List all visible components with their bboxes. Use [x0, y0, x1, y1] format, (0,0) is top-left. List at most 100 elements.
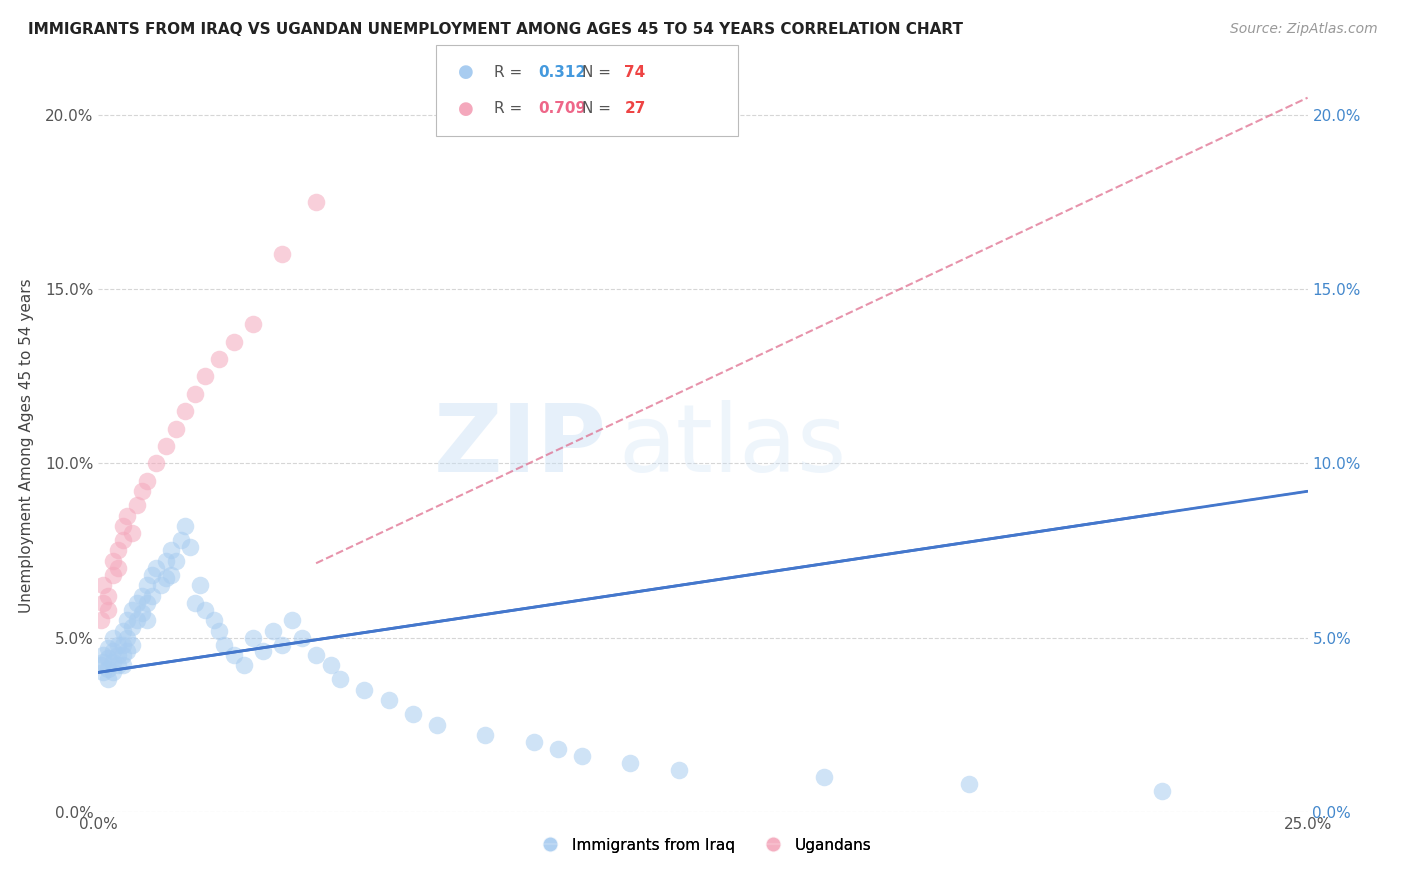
Point: [184, 386, 207, 401]
Point: [271, 247, 294, 261]
Point: [169, 533, 191, 547]
Point: [305, 648, 328, 662]
Point: [262, 624, 284, 638]
Point: [131, 484, 153, 499]
Legend: Immigrants from Iraq, Ugandans: Immigrants from Iraq, Ugandans: [529, 831, 877, 859]
Point: [160, 567, 183, 582]
Point: [101, 665, 124, 680]
Point: [107, 543, 129, 558]
Point: [145, 561, 167, 575]
Point: [145, 457, 167, 471]
Point: [111, 638, 134, 652]
Point: [111, 533, 134, 547]
Text: IMMIGRANTS FROM IRAQ VS UGANDAN UNEMPLOYMENT AMONG AGES 45 TO 54 YEARS CORRELATI: IMMIGRANTS FROM IRAQ VS UGANDAN UNEMPLOY…: [28, 22, 963, 37]
Point: [97, 651, 120, 665]
Point: [111, 658, 134, 673]
Point: [155, 554, 177, 568]
Point: [131, 606, 153, 620]
Point: [165, 421, 187, 435]
Text: 0.312: 0.312: [538, 65, 586, 79]
Point: [97, 662, 120, 676]
Text: R =: R =: [494, 102, 527, 116]
Point: [179, 540, 201, 554]
Point: [571, 749, 593, 764]
Point: [127, 613, 149, 627]
Point: [97, 603, 120, 617]
Point: [402, 707, 425, 722]
Point: [160, 543, 183, 558]
Text: ●: ●: [457, 63, 474, 81]
Point: [271, 638, 294, 652]
Point: [204, 613, 226, 627]
Point: [329, 673, 352, 687]
Point: [523, 735, 546, 749]
Point: [121, 620, 143, 634]
Point: [91, 655, 114, 669]
Point: [127, 498, 149, 512]
Point: [194, 369, 217, 384]
Point: [957, 777, 980, 791]
Point: [668, 763, 690, 777]
Point: [319, 658, 342, 673]
Point: [208, 351, 231, 366]
Point: [101, 655, 124, 669]
Text: 0.709: 0.709: [538, 102, 586, 116]
Point: [232, 658, 254, 673]
Point: [90, 658, 112, 673]
Point: [141, 589, 163, 603]
Point: [474, 728, 496, 742]
Point: [91, 578, 114, 592]
Point: [813, 770, 835, 784]
Point: [101, 567, 124, 582]
Point: [619, 756, 641, 770]
Point: [117, 644, 139, 658]
Text: 27: 27: [624, 102, 645, 116]
Point: [188, 578, 211, 592]
Point: [212, 638, 235, 652]
Point: [155, 439, 177, 453]
Point: [97, 589, 120, 603]
Text: N =: N =: [582, 102, 616, 116]
Point: [252, 644, 274, 658]
Point: [281, 613, 304, 627]
Point: [174, 404, 197, 418]
Point: [353, 682, 375, 697]
Point: [131, 589, 153, 603]
Point: [377, 693, 399, 707]
Point: [101, 554, 124, 568]
Point: [97, 673, 120, 687]
Point: [107, 561, 129, 575]
Point: [91, 596, 114, 610]
Point: [222, 334, 245, 349]
Point: [208, 624, 231, 638]
Point: [135, 596, 157, 610]
Point: [121, 603, 143, 617]
Y-axis label: Unemployment Among Ages 45 to 54 years: Unemployment Among Ages 45 to 54 years: [20, 278, 34, 614]
Point: [101, 644, 124, 658]
Point: [97, 640, 120, 655]
Point: [290, 631, 312, 645]
Point: [305, 195, 328, 210]
Point: [90, 613, 112, 627]
Point: [111, 624, 134, 638]
Point: [184, 596, 207, 610]
Text: ZIP: ZIP: [433, 400, 606, 492]
Point: [91, 665, 114, 680]
Text: Source: ZipAtlas.com: Source: ZipAtlas.com: [1230, 22, 1378, 37]
Point: [135, 474, 157, 488]
Text: R =: R =: [494, 65, 527, 79]
Point: [117, 631, 139, 645]
Text: 74: 74: [624, 65, 645, 79]
Point: [121, 526, 143, 541]
Text: ●: ●: [457, 100, 474, 118]
Point: [547, 742, 569, 756]
Point: [222, 648, 245, 662]
Point: [135, 613, 157, 627]
Point: [107, 658, 129, 673]
Point: [117, 508, 139, 523]
Point: [242, 631, 264, 645]
Point: [1152, 784, 1174, 798]
Point: [101, 631, 124, 645]
Point: [165, 554, 187, 568]
Point: [150, 578, 173, 592]
